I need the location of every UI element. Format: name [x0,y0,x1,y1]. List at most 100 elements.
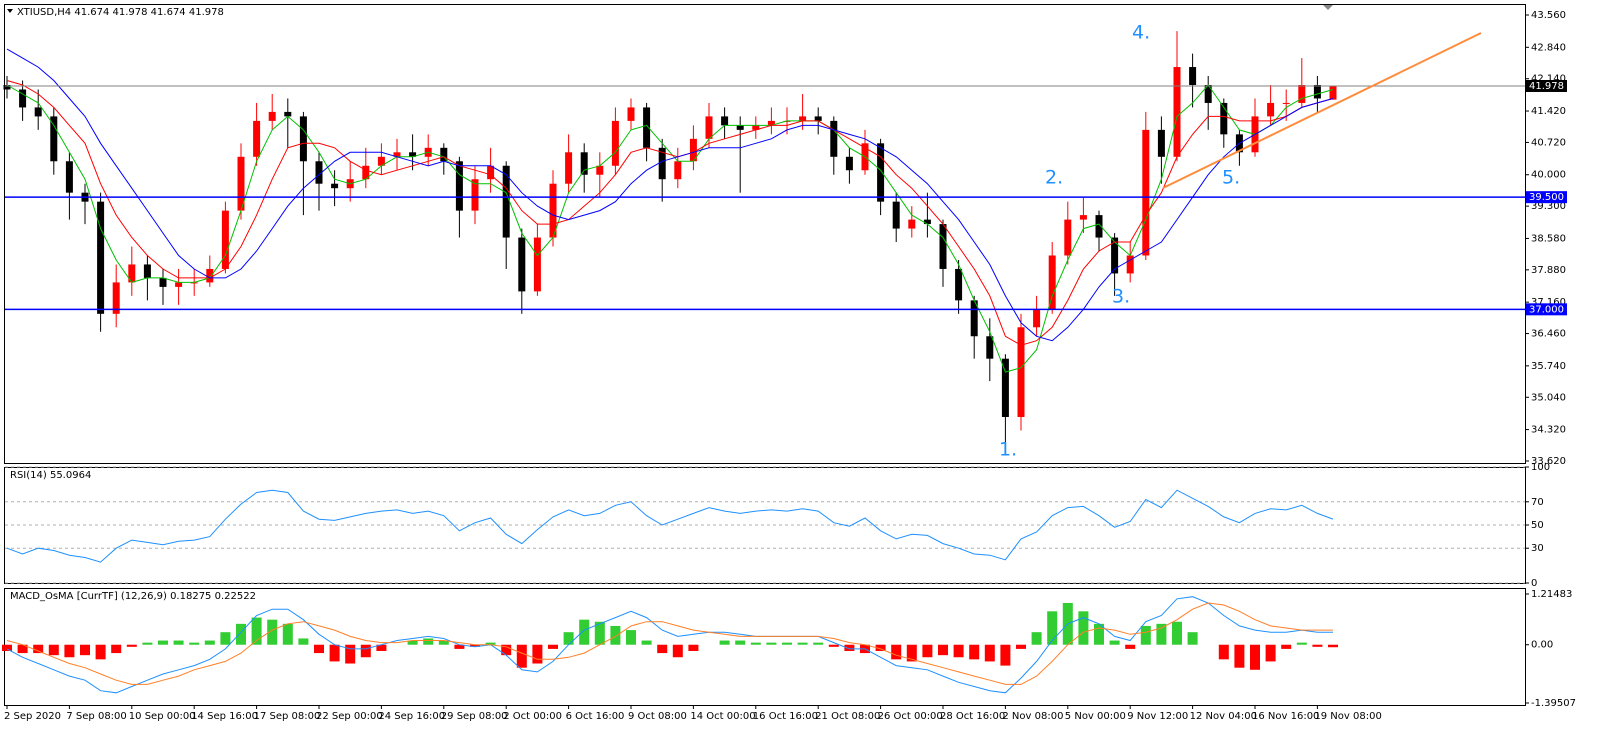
price-label: 37.000 [1529,304,1564,315]
histogram-bar [423,638,434,645]
candle-body [1048,255,1056,310]
shift-marker [1323,5,1333,10]
price-label-box [1526,79,1567,92]
histogram-bar [376,644,387,651]
candle-body [814,116,822,121]
histogram-bar [1281,644,1292,649]
histogram-bar [1140,625,1151,645]
annotation: 2. [1045,167,1063,189]
candle-body [362,165,370,180]
histogram-bar [688,644,699,651]
histogram-bar [1156,623,1167,645]
candle-body [299,116,307,162]
candle-body [1033,309,1041,328]
price-label-box [1526,303,1567,316]
indicator-line [6,84,1334,373]
histogram-bar [719,640,730,645]
histogram-bar [532,644,543,664]
histogram-bar [80,644,90,656]
candle-body [221,210,229,269]
candle-body [643,107,651,148]
candles [3,31,1337,453]
histogram-bar [438,640,449,645]
x-tick-label: 5 Nov 00:00 [1065,711,1126,722]
candle-body [1157,129,1165,157]
histogram-bar [48,644,59,656]
menu-arrow[interactable] [7,9,13,13]
histogram-bar [126,644,137,647]
x-tick-label: 2 Oct 00:00 [503,711,562,722]
macd-title: MACD_OsMA [CurrTF] (12,26,9) 0.18275 0.2… [10,591,256,602]
candle-body [565,152,573,184]
candle-body [19,89,27,108]
histogram-bar [111,644,122,654]
histogram-bar [735,640,746,645]
annotation: 3. [1112,286,1130,308]
y-tick-label: 40.720 [1531,137,1566,148]
candle-body [65,161,73,193]
main-panel [4,4,1526,464]
candle-body [736,125,744,130]
x-tick-label: 16 Oct 16:00 [753,711,818,722]
histogram-bar [158,640,168,645]
histogram-bar [173,640,184,645]
histogram-bar [1328,644,1338,648]
candle-body [237,156,245,211]
histogram-bar [922,644,933,658]
chart-title: XTIUSD,H4 41.674 41.978 41.674 41.978 [17,7,224,18]
x-tick-label: 6 Oct 16:00 [566,711,625,722]
histogram-bar [1265,644,1276,662]
x-tick-label: 26 Oct 00:00 [878,711,943,722]
histogram-bar [1250,644,1260,670]
candle-body [393,152,401,157]
x-tick-label: 28 Oct 16:00 [940,711,1005,722]
y-tick-label: 39.300 [1531,201,1566,212]
x-tick-label: 17 Sep 08:00 [254,711,321,722]
candle-body [159,277,167,287]
candle-body [1095,215,1103,238]
histogram-bar [813,642,824,645]
candle-body [767,120,775,126]
y-tick-label: 42.140 [1531,74,1566,85]
y-tick-label: 36.460 [1531,329,1566,340]
histogram-bar [828,644,839,647]
histogram-bar [844,644,855,651]
histogram-bar [610,625,621,645]
x-tick-label: 9 Nov 12:00 [1127,711,1188,722]
histogram-bar [906,644,917,662]
histogram-bar [626,630,636,645]
candle-body [845,156,853,171]
y-tick-label: 37.160 [1531,297,1566,308]
candle-body [175,282,183,287]
rsi-title: RSI(14) 55.0964 [10,470,91,481]
candle-body [440,147,448,162]
histogram-bar [1078,611,1089,645]
histogram-bar [875,644,886,651]
histogram-bar [17,644,28,654]
indicator-line [6,48,1334,342]
y-tick-label: 41.420 [1531,106,1566,117]
candle-body [1189,67,1197,85]
histogram-bar [454,644,465,649]
y-tick-label: 40.000 [1531,170,1566,181]
histogram-bar [797,642,808,645]
candle-body [518,237,526,292]
trend-line [1162,32,1482,189]
candle-body [1282,102,1290,104]
candle-body [315,161,323,184]
candle-body [908,219,916,229]
candle-body [268,111,276,121]
histogram-bar [267,619,278,645]
candle-body [1267,102,1275,117]
y-tick-label: 70 [1531,497,1544,508]
candle-body [206,268,214,283]
candle-body [892,201,900,229]
y-tick-label: 35.740 [1531,361,1566,372]
candle-body [549,183,557,238]
candle-body [1111,237,1119,274]
x-tick-label: 19 Nov 08:00 [1314,711,1381,722]
y-tick-label: 43.560 [1531,10,1566,21]
candle-body [502,165,510,238]
histogram-bar [360,644,371,658]
